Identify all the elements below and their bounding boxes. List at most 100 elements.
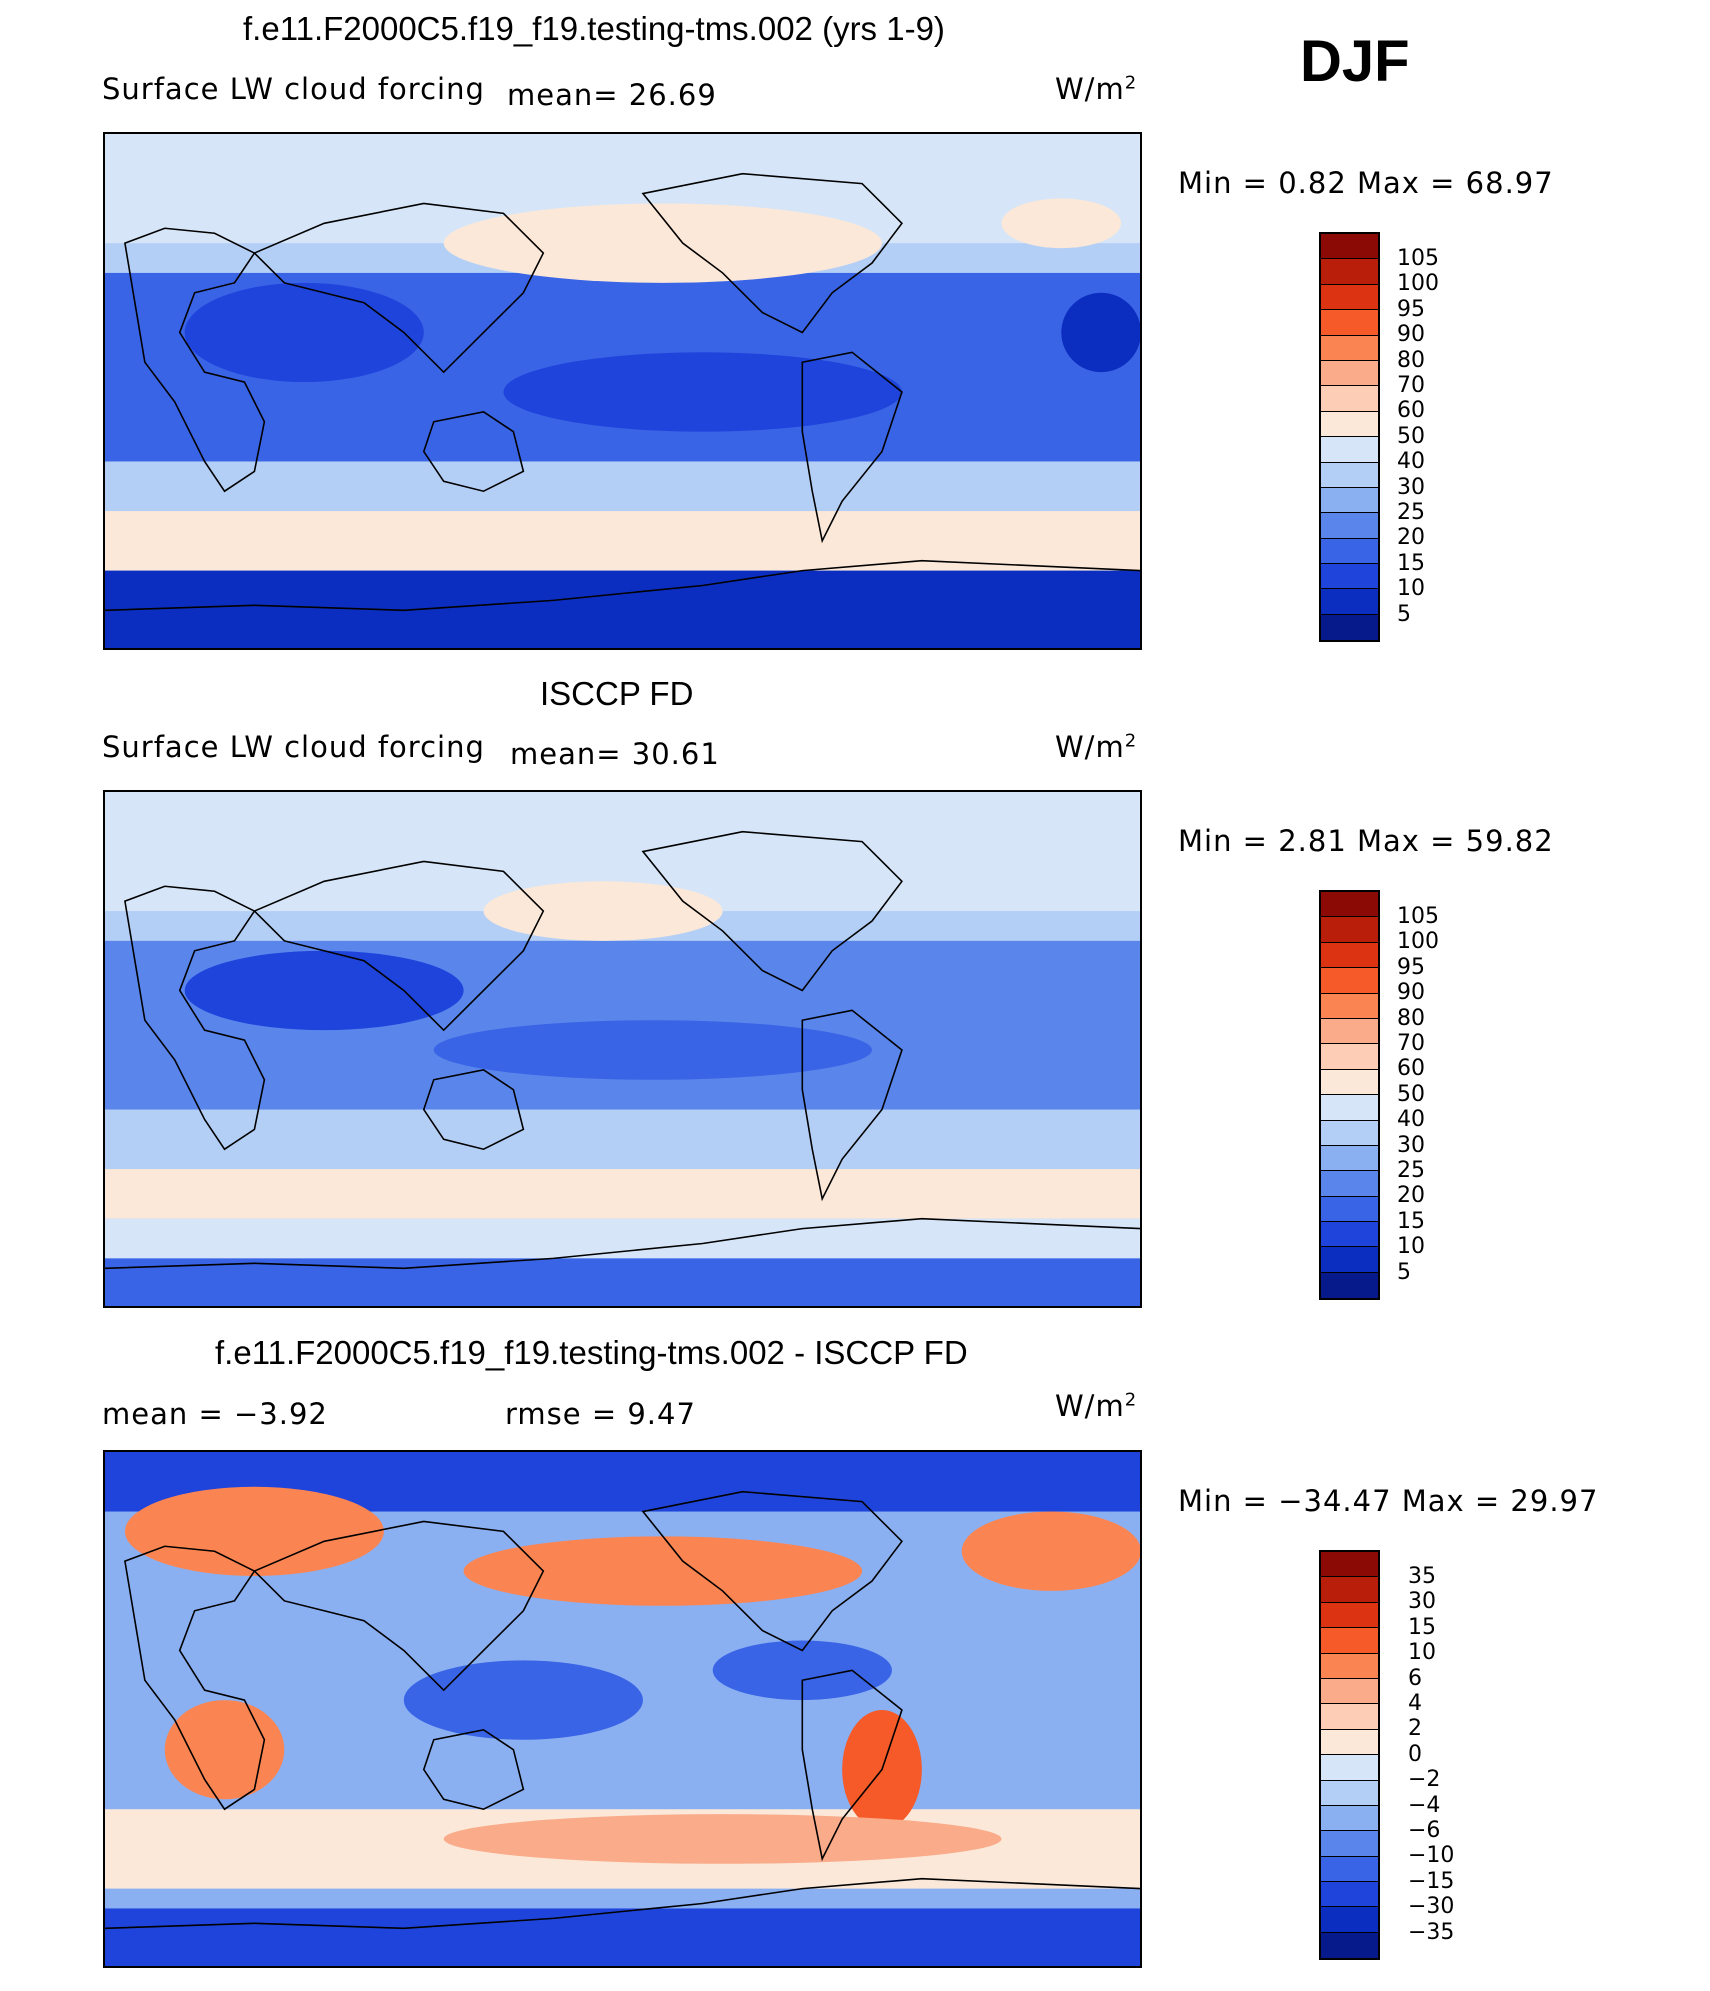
colorbar-tick-label: 20 bbox=[1397, 1183, 1425, 1209]
colorbar-swatch bbox=[1321, 360, 1378, 387]
colorbar-tick-label: 2 bbox=[1408, 1716, 1422, 1742]
colorbar-swatch bbox=[1321, 589, 1378, 615]
panel2-mean: mean= 30.61 bbox=[510, 737, 720, 771]
colorbar-swatch bbox=[1321, 1069, 1378, 1096]
colorbar-swatch bbox=[1321, 1653, 1378, 1679]
panel2-map bbox=[103, 790, 1142, 1308]
colorbar-swatch bbox=[1321, 513, 1378, 539]
colorbar-swatch bbox=[1321, 1907, 1378, 1933]
colorbar-tick-label: −10 bbox=[1408, 1843, 1455, 1869]
panel3-map bbox=[103, 1450, 1142, 1968]
colorbar-swatch bbox=[1321, 1145, 1378, 1172]
colorbar-tick-label: −4 bbox=[1408, 1792, 1441, 1818]
colorbar-tick-label: 5 bbox=[1397, 601, 1411, 627]
panel3-mean: mean = −3.92 bbox=[102, 1397, 328, 1431]
colorbar-tick-label: 20 bbox=[1397, 525, 1425, 551]
colorbar-tick-label: −35 bbox=[1408, 1919, 1455, 1945]
panel2-title: ISCCP FD bbox=[540, 675, 694, 712]
colorbar-swatch bbox=[1321, 564, 1378, 590]
world-map-difference bbox=[105, 1452, 1140, 1966]
colorbar-tick-label: 5 bbox=[1397, 1259, 1411, 1285]
colorbar-tick-label: 70 bbox=[1397, 1031, 1425, 1056]
colorbar-swatch bbox=[1321, 892, 1378, 918]
panel3-units: W/m2 bbox=[1055, 1389, 1138, 1423]
colorbar-tick-label: 10 bbox=[1397, 576, 1425, 602]
colorbar-swatch bbox=[1321, 1095, 1378, 1121]
colorbar-tick-label: 100 bbox=[1397, 271, 1439, 297]
colorbar-swatch bbox=[1321, 234, 1378, 260]
panel3-minmax: Min = −34.47 Max = 29.97 bbox=[1178, 1484, 1599, 1518]
colorbar-tick-label: 6 bbox=[1408, 1665, 1422, 1691]
colorbar-swatch bbox=[1321, 1932, 1378, 1959]
colorbar-tick-label: 15 bbox=[1408, 1614, 1436, 1640]
colorbar-swatch bbox=[1321, 1577, 1378, 1603]
colorbar-swatch bbox=[1321, 1222, 1378, 1248]
panel1-variable: Surface LW cloud forcing bbox=[102, 72, 485, 106]
colorbar-tick-label: −6 bbox=[1408, 1818, 1441, 1843]
colorbar-swatch bbox=[1321, 1171, 1378, 1197]
world-map-model bbox=[105, 134, 1140, 648]
panel1-colorbar bbox=[1319, 232, 1380, 643]
colorbar-tick-label: −30 bbox=[1408, 1894, 1455, 1920]
colorbar-swatch bbox=[1321, 1678, 1378, 1705]
colorbar-tick-label: 90 bbox=[1397, 322, 1425, 348]
colorbar-swatch bbox=[1321, 614, 1378, 641]
colorbar-swatch bbox=[1321, 1247, 1378, 1273]
colorbar-swatch bbox=[1321, 942, 1378, 969]
colorbar-swatch bbox=[1321, 462, 1378, 488]
colorbar-swatch bbox=[1321, 1882, 1378, 1908]
colorbar-swatch bbox=[1321, 487, 1378, 514]
panel2-colorbar bbox=[1319, 890, 1380, 1301]
colorbar-tick-label: −2 bbox=[1408, 1767, 1441, 1793]
colorbar-swatch bbox=[1321, 386, 1378, 412]
colorbar-swatch bbox=[1321, 1831, 1378, 1857]
colorbar-tick-label: 105 bbox=[1397, 246, 1439, 271]
colorbar-tick-label: 4 bbox=[1408, 1691, 1422, 1716]
colorbar-tick-label: 30 bbox=[1408, 1589, 1436, 1615]
colorbar-tick-label: 40 bbox=[1397, 1107, 1425, 1133]
world-map-obs bbox=[105, 792, 1140, 1306]
colorbar-tick-label: 50 bbox=[1397, 423, 1425, 449]
colorbar-swatch bbox=[1321, 1552, 1378, 1578]
colorbar-tick-label: 15 bbox=[1397, 550, 1425, 576]
colorbar-swatch bbox=[1321, 1780, 1378, 1806]
colorbar-tick-label: −15 bbox=[1408, 1868, 1455, 1894]
colorbar-swatch bbox=[1321, 1704, 1378, 1730]
panel2-minmax: Min = 2.81 Max = 59.82 bbox=[1178, 824, 1554, 858]
colorbar-swatch bbox=[1321, 1755, 1378, 1781]
panel1-title: f.e11.F2000C5.f19_f19.testing-tms.002 (y… bbox=[243, 10, 945, 47]
colorbar-tick-label: 80 bbox=[1397, 1005, 1425, 1031]
colorbar-tick-label: 60 bbox=[1397, 1056, 1425, 1082]
panel2-units: W/m2 bbox=[1055, 730, 1138, 764]
colorbar-tick-label: 10 bbox=[1397, 1234, 1425, 1260]
colorbar-swatch bbox=[1321, 538, 1378, 565]
colorbar-tick-label: 70 bbox=[1397, 373, 1425, 398]
colorbar-swatch bbox=[1321, 1729, 1378, 1756]
colorbar-tick-label: 95 bbox=[1397, 296, 1425, 322]
colorbar-swatch bbox=[1321, 1272, 1378, 1299]
colorbar-tick-label: 0 bbox=[1408, 1741, 1422, 1767]
colorbar-swatch bbox=[1321, 968, 1378, 994]
colorbar-tick-label: 10 bbox=[1408, 1640, 1436, 1666]
colorbar-tick-label: 100 bbox=[1397, 929, 1439, 955]
panel1-map bbox=[103, 132, 1142, 650]
colorbar-tick-label: 35 bbox=[1408, 1564, 1436, 1589]
colorbar-tick-label: 95 bbox=[1397, 954, 1425, 980]
colorbar-swatch bbox=[1321, 1856, 1378, 1883]
colorbar-tick-label: 25 bbox=[1397, 1158, 1425, 1183]
colorbar-swatch bbox=[1321, 1120, 1378, 1146]
colorbar-swatch bbox=[1321, 1602, 1378, 1629]
colorbar-swatch bbox=[1321, 259, 1378, 285]
panel3-title: f.e11.F2000C5.f19_f19.testing-tms.002 - … bbox=[215, 1334, 968, 1371]
colorbar-tick-label: 90 bbox=[1397, 980, 1425, 1006]
colorbar-tick-label: 25 bbox=[1397, 500, 1425, 525]
colorbar-tick-label: 50 bbox=[1397, 1081, 1425, 1107]
colorbar-swatch bbox=[1321, 1018, 1378, 1045]
colorbar-swatch bbox=[1321, 1044, 1378, 1070]
colorbar-swatch bbox=[1321, 993, 1378, 1019]
colorbar-swatch bbox=[1321, 1628, 1378, 1654]
colorbar-swatch bbox=[1321, 335, 1378, 361]
panel1-mean: mean= 26.69 bbox=[507, 78, 717, 112]
colorbar-tick-label: 80 bbox=[1397, 347, 1425, 373]
colorbar-tick-label: 15 bbox=[1397, 1208, 1425, 1234]
